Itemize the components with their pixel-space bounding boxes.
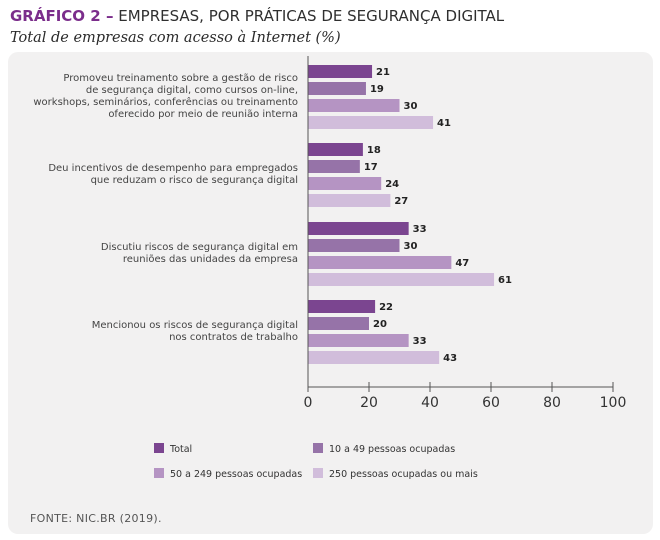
- bar-value-label: 30: [404, 101, 418, 112]
- legend-swatch: [154, 443, 164, 453]
- legend-label: 250 pessoas ocupadas ou mais: [329, 469, 478, 480]
- legend-item: 250 pessoas ocupadas ou mais: [313, 468, 478, 480]
- bar-value-label: 27: [394, 196, 408, 207]
- bar-value-label: 47: [455, 258, 469, 269]
- bar: [308, 334, 409, 347]
- legend-label: 50 a 249 pessoas ocupadas: [170, 469, 303, 480]
- bar: [308, 256, 452, 269]
- category-label: Mencionou os riscos de segurança digital…: [0, 320, 298, 344]
- bar: [308, 160, 360, 173]
- bar: [308, 99, 400, 112]
- bar-value-label: 20: [373, 319, 387, 330]
- bar: [308, 65, 373, 78]
- bar-value-label: 33: [413, 224, 427, 235]
- bar-value-label: 18: [367, 145, 381, 156]
- legend-label: Total: [170, 444, 193, 455]
- bar: [308, 194, 391, 207]
- bar: [308, 351, 440, 364]
- legend-label: 10 a 49 pessoas ocupadas: [329, 444, 456, 455]
- category-label: Discutiu riscos de segurança digital em r…: [0, 242, 298, 266]
- legend-item: 10 a 49 pessoas ocupadas: [313, 443, 455, 455]
- bar: [308, 273, 495, 286]
- x-tick-label: 80: [543, 395, 561, 411]
- chart-title-line: GRÁFICO 2 – EMPRESAS, POR PRÁTICAS DE SE…: [10, 6, 655, 26]
- bar: [308, 116, 434, 129]
- legend-swatch: [313, 443, 323, 453]
- bar-value-label: 24: [385, 179, 399, 190]
- category-label-line: Deu incentivos de desempenho para empreg…: [48, 163, 298, 174]
- bar: [308, 239, 400, 252]
- category-label: Promoveu treinamento sobre a gestão de r…: [0, 73, 298, 121]
- bar: [308, 82, 366, 95]
- bar-value-label: 17: [364, 162, 378, 173]
- category-label: Deu incentivos de desempenho para empreg…: [0, 163, 298, 187]
- bar: [308, 300, 376, 313]
- category-label-line: Mencionou os riscos de segurança digital: [91, 320, 298, 331]
- category-label-line: que reduzam o risco de segurança digital: [90, 175, 298, 186]
- bar-value-label: 41: [437, 118, 451, 129]
- bar: [308, 143, 363, 156]
- category-label-line: de segurança digital, como cursos on-lin…: [85, 85, 298, 96]
- chart-title: EMPRESAS, POR PRÁTICAS DE SEGURANÇA DIGI…: [118, 7, 505, 25]
- x-tick-label: 40: [421, 395, 439, 411]
- bar-value-label: 61: [498, 275, 512, 286]
- legend-item: 50 a 249 pessoas ocupadas: [154, 468, 302, 480]
- bar: [308, 222, 409, 235]
- legend-item: Total: [154, 443, 192, 455]
- chart-header: GRÁFICO 2 – EMPRESAS, POR PRÁTICAS DE SE…: [10, 6, 655, 48]
- chart-panel: Promoveu treinamento sobre a gestão de r…: [8, 52, 653, 534]
- x-tick-label: 20: [360, 395, 378, 411]
- category-label-line: workshops, seminários, conferências ou t…: [33, 97, 298, 108]
- bar-value-label: 43: [443, 353, 457, 364]
- chart-subtitle: Total de empresas com acesso à Internet …: [10, 30, 341, 46]
- bar-value-label: 30: [404, 241, 418, 252]
- legend-swatch: [154, 468, 164, 478]
- bar-value-label: 19: [370, 84, 384, 95]
- category-label-line: nos contratos de trabalho: [169, 332, 298, 343]
- x-tick-label: 0: [304, 395, 313, 411]
- x-tick-label: 100: [600, 395, 627, 411]
- bar: [308, 177, 382, 190]
- source-note: FONTE: NIC.BR (2019).: [30, 512, 162, 525]
- category-label-line: reuniões das unidades da empresa: [122, 254, 298, 265]
- bar-value-label: 22: [379, 302, 393, 313]
- x-tick-label: 60: [482, 395, 500, 411]
- category-label-line: Promoveu treinamento sobre a gestão de r…: [63, 73, 298, 84]
- bar-chart: 21 19 30 41 18 17 24 27 33 30 47 61 22 20 33 43 0 20 40 60 8…: [304, 56, 627, 411]
- bar-value-label: 21: [376, 67, 390, 78]
- category-label-line: oferecido por meio de reunião interna: [108, 109, 298, 120]
- category-label-line: Discutiu riscos de segurança digital em: [100, 242, 298, 253]
- bar: [308, 317, 369, 330]
- bar-value-label: 33: [413, 336, 427, 347]
- legend-swatch: [313, 468, 323, 478]
- chart-number: GRÁFICO 2 –: [10, 7, 114, 25]
